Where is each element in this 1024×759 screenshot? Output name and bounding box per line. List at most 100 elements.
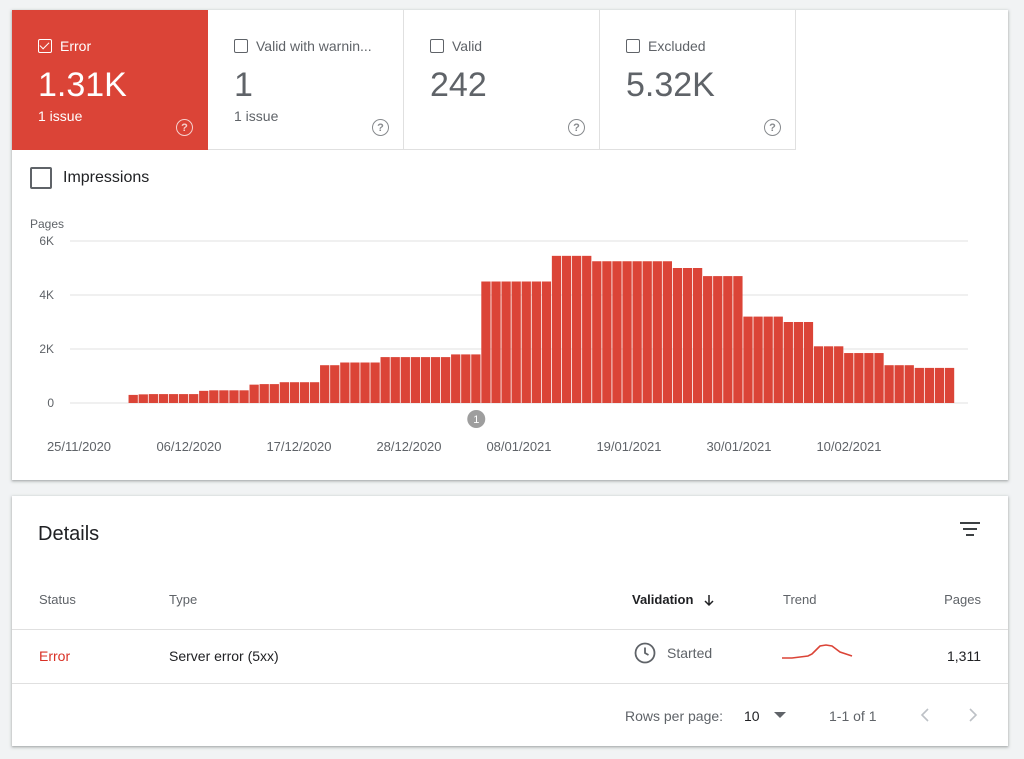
col-type[interactable]: Type [169,592,198,607]
bar [803,322,814,403]
bar [551,255,562,403]
tile-error-head: Error [38,38,91,54]
divider [12,629,1008,630]
bar [763,316,773,403]
impressions-checkbox-icon[interactable] [30,167,52,189]
bar [128,394,138,403]
bar [299,382,310,403]
help-icon[interactable]: ? [764,119,781,136]
y-tick-label: 4K [39,288,54,302]
tile-valid-with-warnings[interactable]: Valid with warnin... 1 1 issue ? [208,10,404,150]
bar [944,367,955,403]
tile-valid[interactable]: Valid 242 ? [404,10,600,150]
tile-valid-value: 242 [430,66,487,104]
next-page-button[interactable] [960,702,986,728]
chevron-right-icon [969,708,978,722]
bar [531,281,541,403]
bar [834,346,844,403]
help-icon[interactable]: ? [568,119,585,136]
bar [189,394,199,403]
bar [249,384,259,403]
bar [229,390,239,403]
tile-warn-sub: 1 issue [234,108,279,124]
row-validation: Started [634,642,712,664]
bar [733,276,743,403]
bar [360,362,370,403]
bar [219,390,229,403]
rows-per-page-value: 10 [744,708,760,724]
prev-page-button[interactable] [912,702,938,728]
bar [239,390,249,403]
bar [602,261,612,403]
tile-excluded-head: Excluded [626,38,706,54]
row-validation-label: Started [667,645,713,661]
checkbox-checked-icon[interactable] [38,39,52,53]
bar [330,365,340,403]
help-icon[interactable]: ? [176,119,193,136]
col-pages[interactable]: Pages [944,592,981,607]
impressions-toggle[interactable]: Impressions [30,167,149,189]
tile-warn-label: Valid with warnin... [256,38,372,54]
x-tick-label: 10/02/2021 [816,439,881,454]
col-trend[interactable]: Trend [783,592,817,607]
bar [491,281,501,403]
tile-excluded[interactable]: Excluded 5.32K ? [600,10,796,150]
bar [924,367,935,403]
bar [320,365,330,403]
col-validation[interactable]: Validation [632,592,716,607]
bar [289,382,300,403]
bar [511,281,521,403]
bar [430,357,441,403]
bar [209,390,219,403]
tile-valid-label: Valid [452,38,483,54]
bar [743,316,753,403]
col-validation-label: Validation [632,592,694,607]
help-icon[interactable]: ? [372,119,389,136]
bar [753,316,763,403]
bar [672,268,683,403]
filter-icon[interactable] [960,522,980,538]
bar [199,390,209,403]
bar [370,362,380,403]
bar [793,322,804,403]
bar [420,357,431,403]
checkbox-icon[interactable] [430,39,444,53]
bar [864,353,874,403]
x-tick-label: 06/12/2020 [156,439,221,454]
bar [854,353,864,403]
bar [723,276,733,403]
rows-per-page-select[interactable]: 10 [744,708,786,724]
pages-bar-chart: Pages 0 2K 4K 6K 1 25/11/2020 06/12/2020 17/12/2… [30,217,968,454]
tile-error[interactable]: Error 1.31K 1 issue ? [12,10,208,150]
checkbox-icon[interactable] [234,39,248,53]
bar [632,261,642,403]
x-tick-label: 25/11/2020 [47,439,111,454]
bar [521,281,531,403]
bar [622,261,632,403]
divider [12,683,1008,684]
row-status: Error [39,648,71,664]
bar [703,276,713,403]
row-pages: 1,311 [947,648,981,664]
bar [259,384,269,403]
x-tick-label: 30/01/2021 [706,439,771,454]
y-axis-title: Pages [30,217,64,231]
col-status[interactable]: Status [39,592,76,607]
bar [269,384,279,403]
bar [844,353,854,403]
x-tick-label: 19/01/2021 [596,439,661,454]
annotation-label: 1 [473,414,479,426]
bar [612,261,622,403]
row-type[interactable]: Server error (5xx) [169,648,279,664]
bar [682,268,693,403]
bar [178,394,189,403]
bar [148,394,158,403]
checkbox-icon[interactable] [626,39,640,53]
bar [773,316,783,403]
bar [823,346,834,403]
bar [541,281,552,403]
y-tick-label: 0 [47,396,54,410]
status-tiles: Error 1.31K 1 issue ? Valid with warnin.… [12,10,796,150]
bar [481,281,491,403]
bar [713,276,723,403]
